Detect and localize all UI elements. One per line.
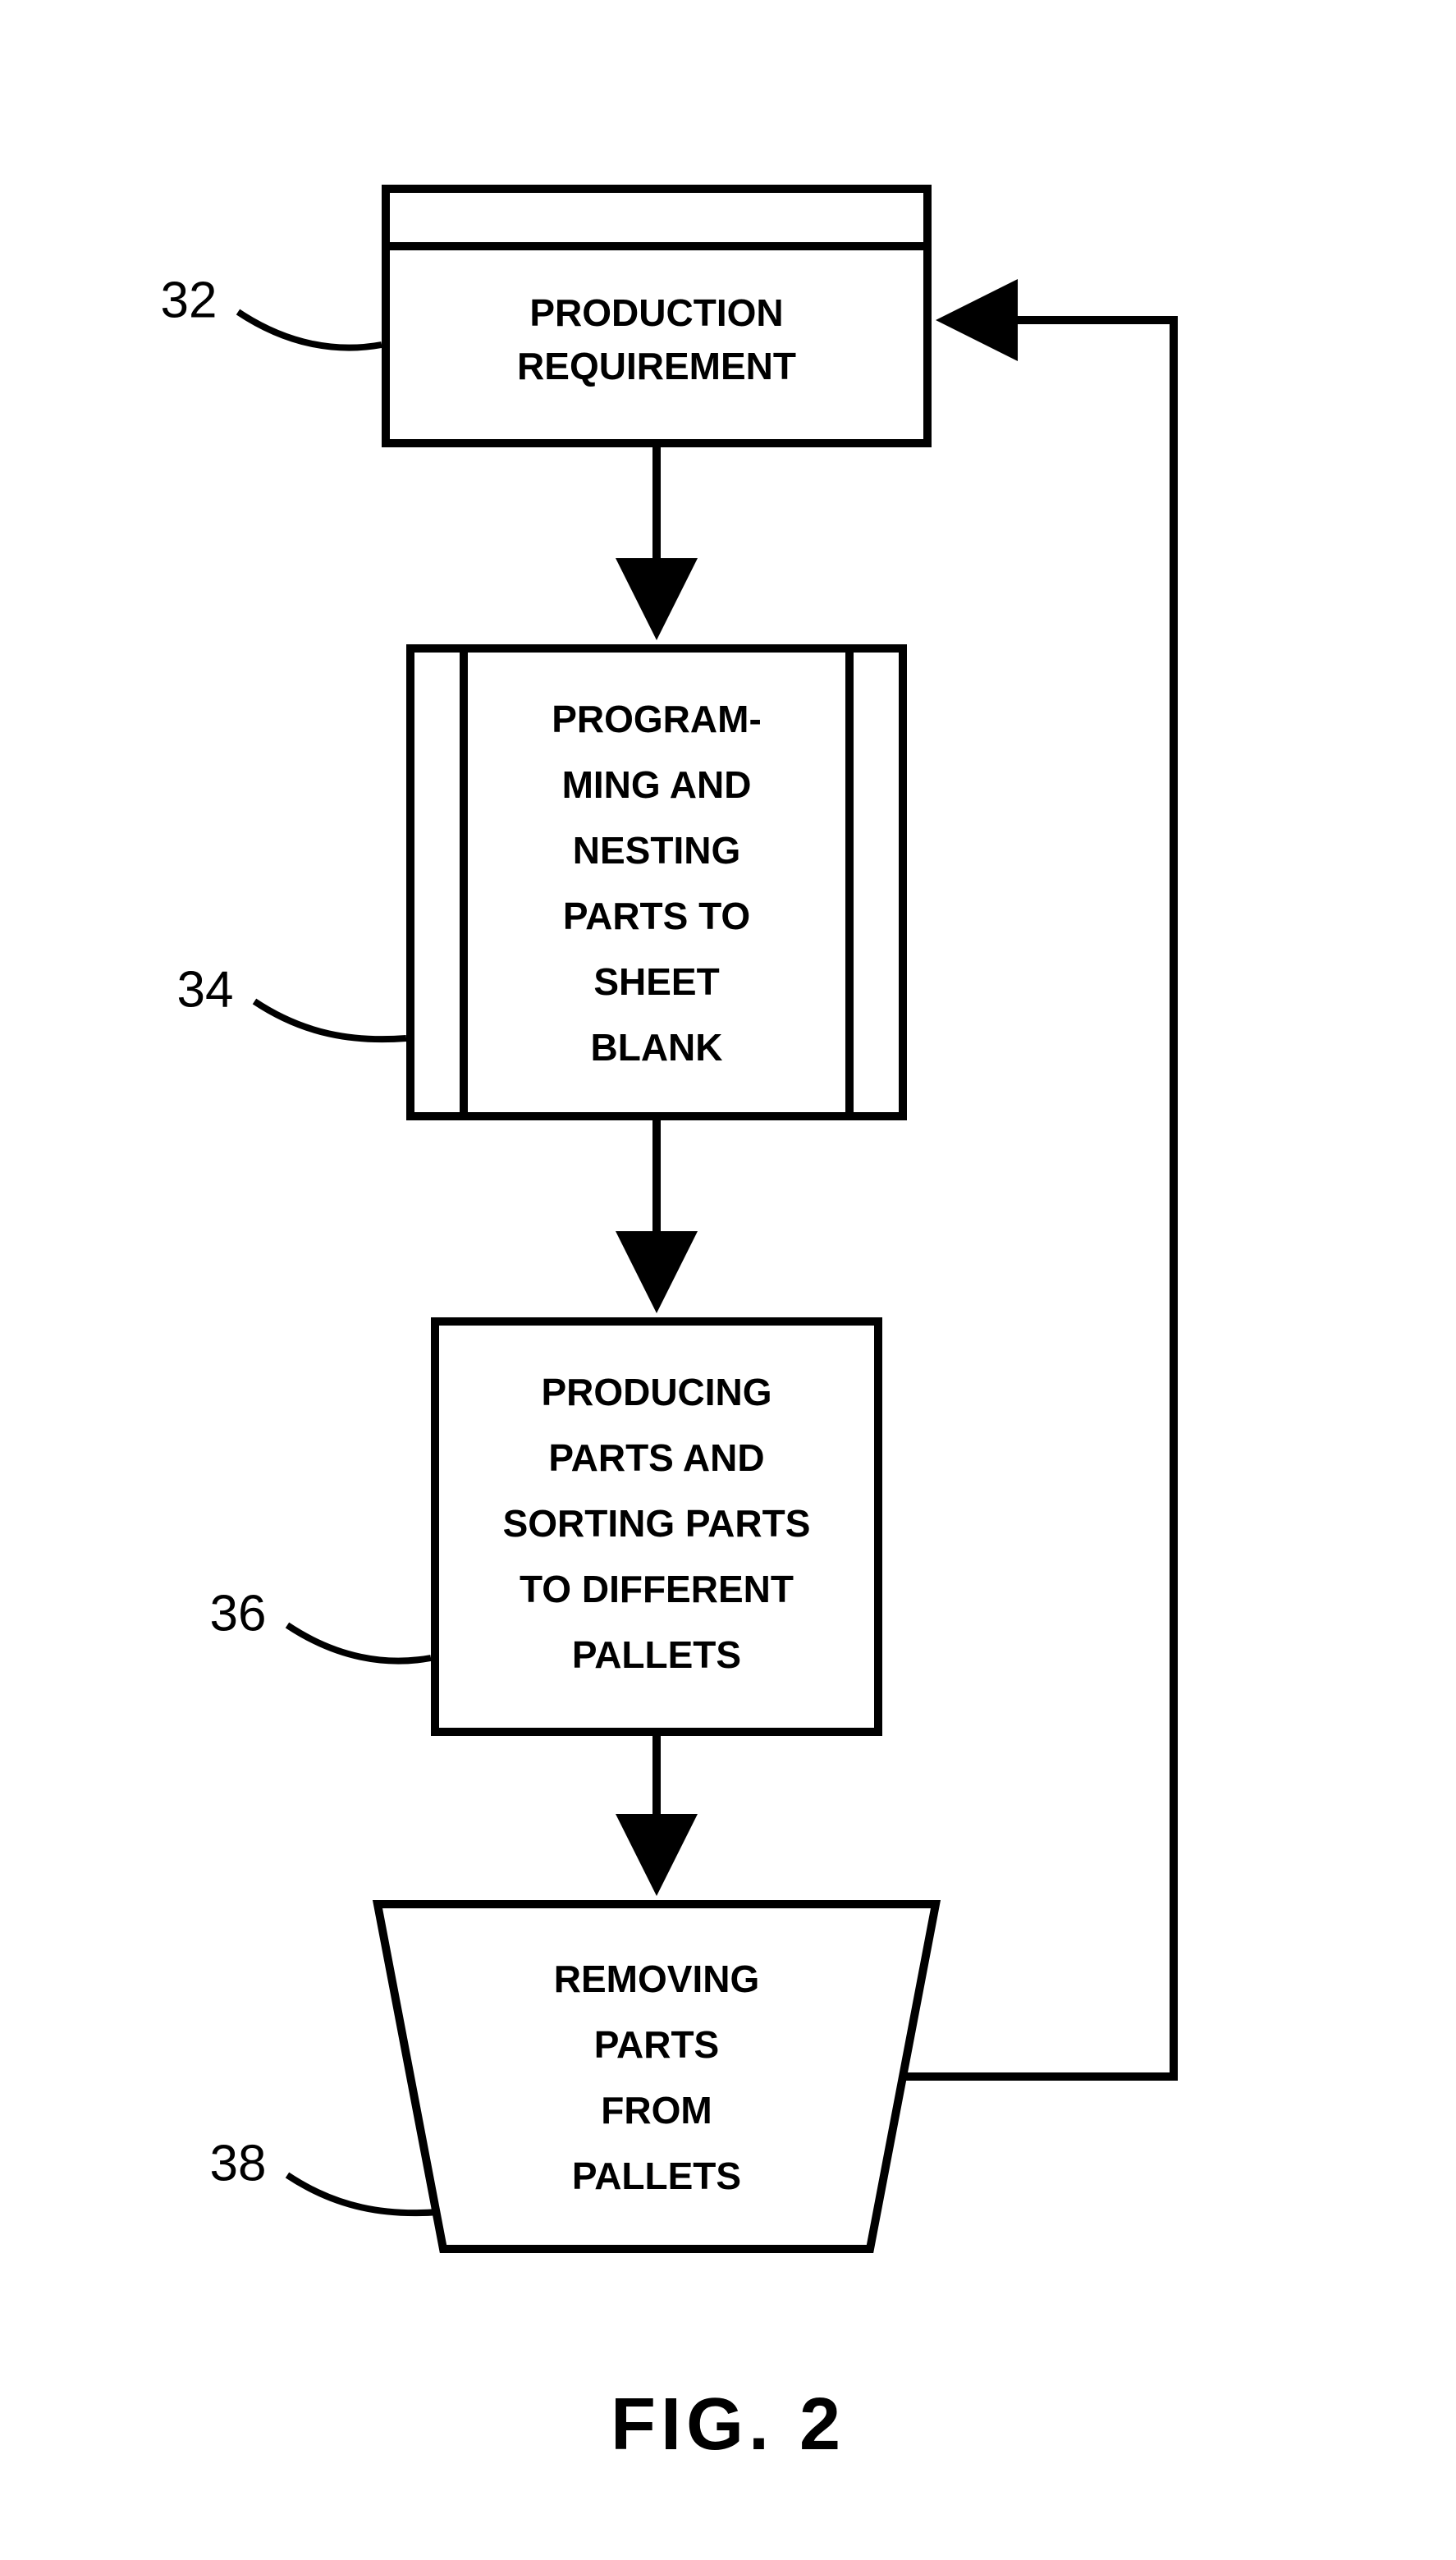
leader-38 <box>287 2175 439 2213</box>
node-34-line-5: SHEET <box>593 960 719 1003</box>
node-34-line-1: PROGRAM- <box>552 698 762 740</box>
node-36-line-4: TO DIFFERENT <box>520 1568 794 1610</box>
node-36-line-2: PARTS AND <box>548 1436 764 1479</box>
leader-34 <box>254 1001 406 1039</box>
figure-caption: FIG. 2 <box>611 2384 845 2466</box>
node-36-line-5: PALLETS <box>572 1633 741 1676</box>
node-38-line-2: PARTS <box>594 2023 720 2066</box>
ref-label-34: 34 <box>177 961 234 1018</box>
ref-label-32: 32 <box>161 272 217 328</box>
ref-label-36: 36 <box>210 1585 267 1642</box>
node-removing-parts: REMOVING PARTS FROM PALLETS <box>378 1904 936 2249</box>
node-36-line-1: PRODUCING <box>541 1371 771 1413</box>
node-36-line-3: SORTING PARTS <box>503 1502 811 1545</box>
node-34-line-3: NESTING <box>573 829 740 872</box>
ref-label-38: 38 <box>210 2135 267 2191</box>
node-32-line-1: PRODUCTION <box>529 291 783 334</box>
leader-32 <box>238 312 382 348</box>
node-34-line-2: MING AND <box>562 763 752 806</box>
node-38-line-3: FROM <box>601 2089 712 2132</box>
node-38-line-1: REMOVING <box>554 1958 759 2000</box>
flowchart: PRODUCTION REQUIREMENT 32 PROGRAM- MING … <box>0 0 1456 2560</box>
node-producing-sorting: PRODUCING PARTS AND SORTING PARTS TO DIF… <box>435 1321 878 1732</box>
arrow-feedback-38-to-32 <box>903 320 1174 2077</box>
node-32-line-2: REQUIREMENT <box>517 345 796 387</box>
node-programming-nesting: PROGRAM- MING AND NESTING PARTS TO SHEET… <box>410 648 903 1116</box>
node-production-requirement: PRODUCTION REQUIREMENT <box>386 189 927 443</box>
leader-36 <box>287 1625 431 1661</box>
node-34-line-4: PARTS TO <box>563 895 750 937</box>
node-34-line-6: BLANK <box>591 1026 723 1069</box>
node-38-line-4: PALLETS <box>572 2155 741 2197</box>
